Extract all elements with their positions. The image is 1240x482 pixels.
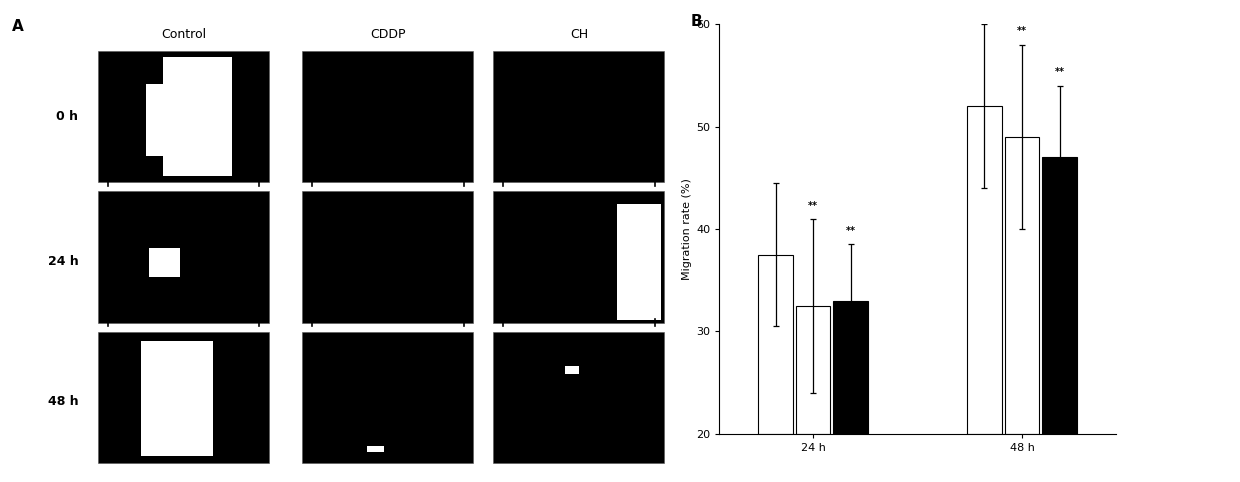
Bar: [1043, 157, 1076, 434]
Bar: [494, 191, 665, 322]
Bar: [303, 191, 474, 322]
Bar: [98, 332, 269, 463]
Text: **: **: [1017, 27, 1027, 37]
Bar: [141, 341, 213, 456]
Y-axis label: Migration rate (%): Migration rate (%): [682, 178, 692, 280]
Bar: [303, 51, 474, 182]
Text: CH: CH: [569, 28, 588, 41]
Text: CDDP: CDDP: [370, 28, 405, 41]
Bar: [146, 83, 171, 156]
Bar: [494, 51, 665, 182]
Bar: [967, 106, 1002, 434]
Text: **: **: [1054, 67, 1065, 77]
Text: B: B: [691, 14, 702, 29]
Bar: [367, 446, 384, 453]
Bar: [796, 306, 831, 434]
Bar: [833, 301, 868, 434]
Text: Control: Control: [161, 28, 206, 41]
Bar: [303, 332, 474, 463]
Text: 0 h: 0 h: [56, 110, 78, 123]
Bar: [494, 332, 665, 463]
Text: 24 h: 24 h: [47, 255, 78, 268]
Text: **: **: [808, 201, 818, 211]
Text: **: **: [846, 226, 856, 236]
Bar: [98, 191, 269, 322]
Text: A: A: [12, 19, 24, 34]
Bar: [1004, 137, 1039, 434]
Text: 48 h: 48 h: [47, 395, 78, 408]
Bar: [98, 51, 269, 182]
Bar: [149, 248, 180, 277]
Bar: [759, 254, 792, 434]
Bar: [616, 204, 661, 320]
Bar: [164, 57, 232, 175]
Bar: [565, 366, 579, 374]
